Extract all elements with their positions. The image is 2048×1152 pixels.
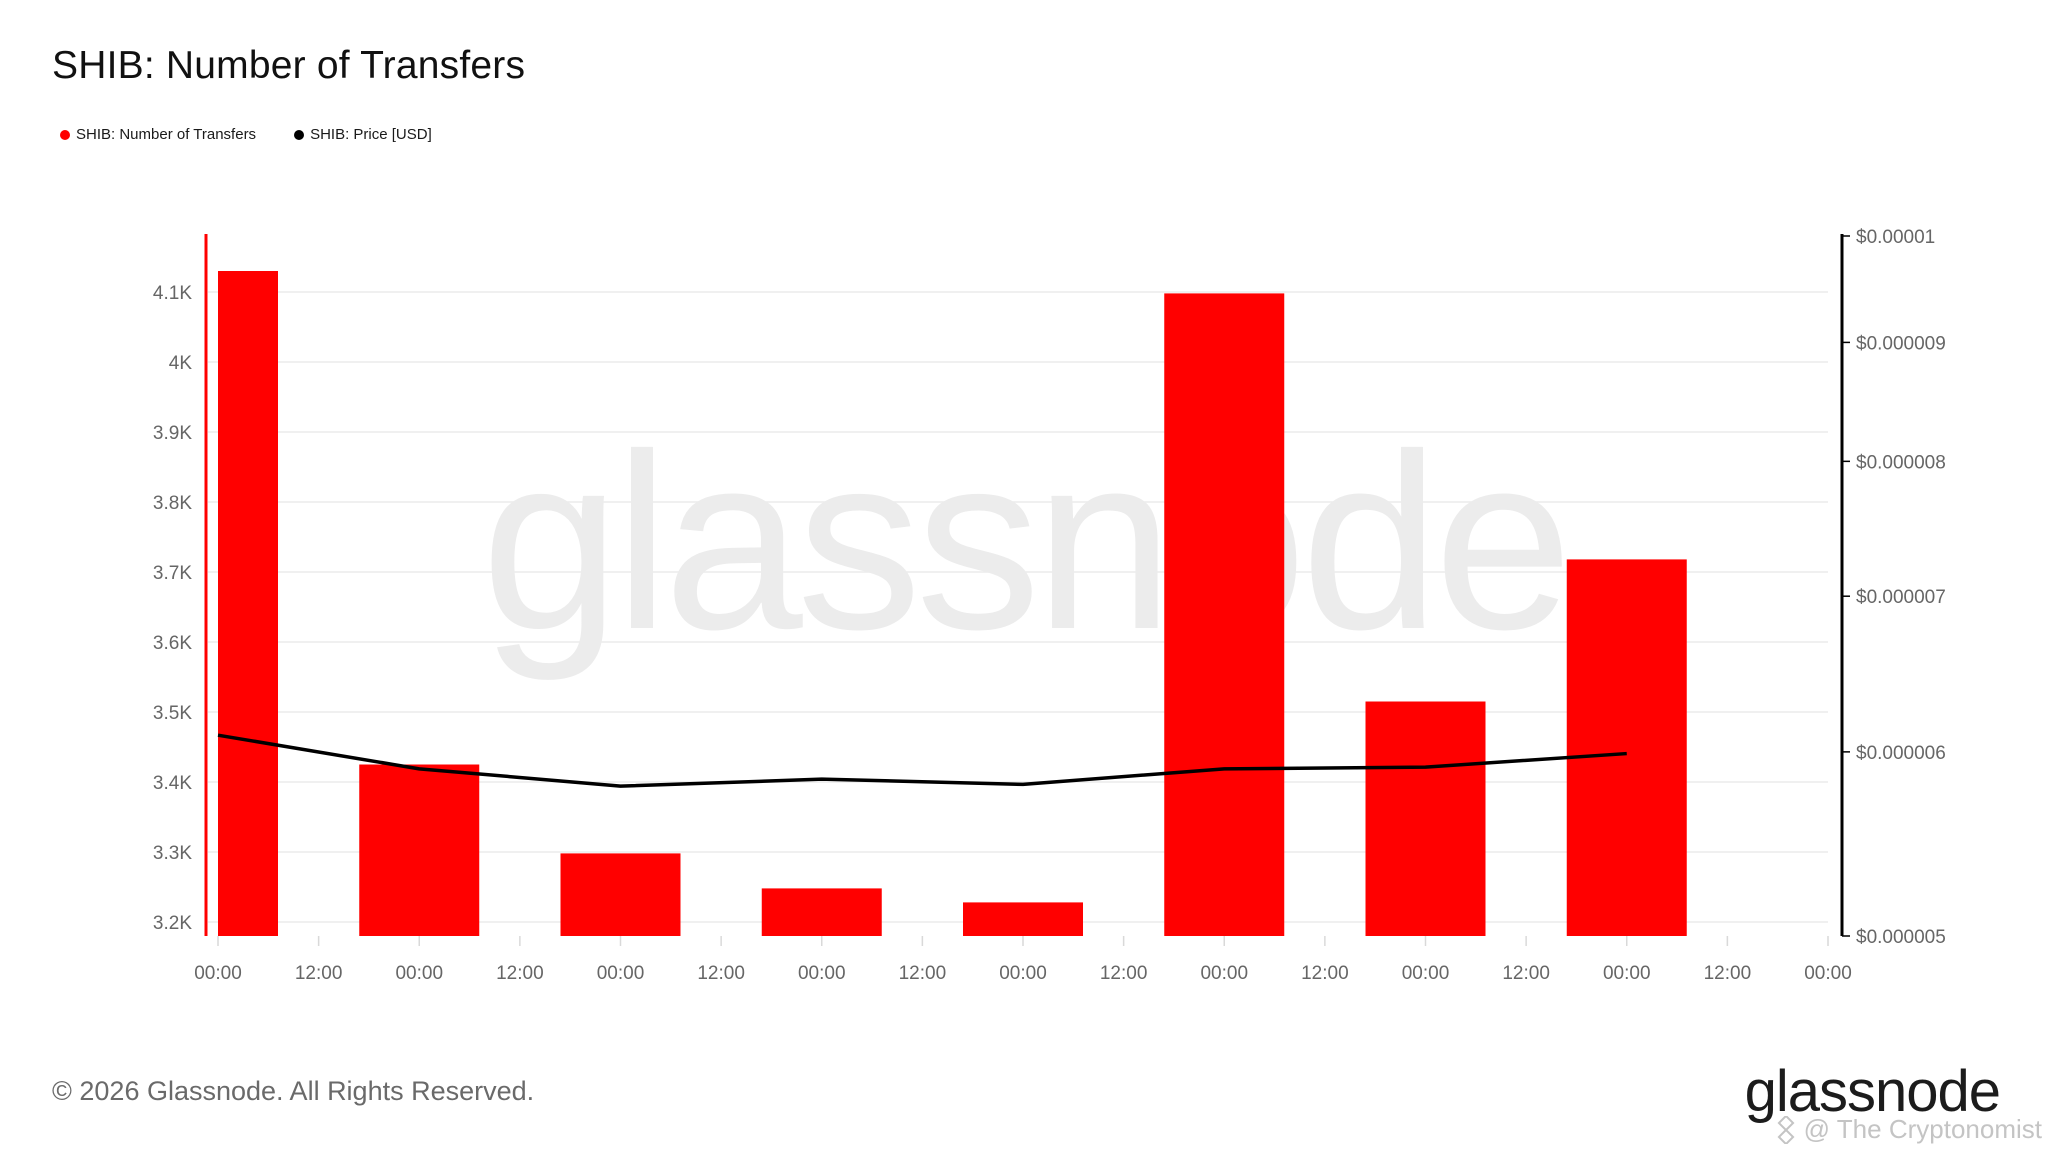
y-left-tick-label: 3.3K [153,843,192,864]
copyright-text: © 2026 Glassnode. All Rights Reserved. [52,1076,535,1106]
gridlines [208,291,1828,923]
y-left-tick-label: 3.9K [153,423,192,444]
binance-logo-icon [1777,1115,1795,1144]
legend-item-price[interactable]: SHIB: Price [USD] [294,126,432,143]
y-left-tick-label: 4.1K [153,283,192,304]
brand-logo: glassnode [1744,1059,2001,1124]
chart-title: SHIB: Number of Transfers [52,44,526,87]
y-left-tick-label: 3.8K [153,493,192,514]
y-right-tick-label: $0.00001 [1856,227,1935,248]
line-series [217,733,1627,788]
y-left-tick-label: 3.2K [153,913,192,934]
bar-transfers [359,764,480,936]
x-tick-label: 00:00 [597,963,645,984]
y-left-tick-label: 3.4K [153,773,192,794]
legend-dot-transfers [60,129,70,140]
bar-transfers [1164,293,1285,936]
bar-series [218,271,1687,936]
credit-text: @ The Cryptonomist [1772,1114,2042,1145]
bar-transfers [218,271,278,936]
x-tick-label: 00:00 [798,963,846,984]
y-left-tick-label: 4K [169,353,193,374]
x-tick-label: 12:00 [1502,963,1550,984]
chart-legend: SHIB: Number of Transfers SHIB: Price [U… [60,126,432,143]
legend-dot-price [294,129,305,140]
y-right-tick-label: $0.000008 [1856,452,1946,473]
bar-transfers [761,888,882,936]
y-right-tick-label: $0.000005 [1856,927,1946,948]
bar-transfers [1365,701,1486,936]
credit-label: @ The Cryptonomist [1803,1114,2042,1144]
bar-transfers [963,902,1083,936]
x-tick-label: 00:00 [1804,963,1852,984]
bar-transfers [1566,559,1687,936]
x-tick-label: 12:00 [899,963,947,984]
y-right-tick-label: $0.000009 [1856,333,1946,354]
x-tick-label: 00:00 [395,963,443,984]
bar-transfers [560,853,681,936]
y-left-tick-label: 3.5K [153,703,192,724]
price-line [217,733,1627,788]
y-right-tick-label: $0.000006 [1856,743,1946,764]
x-tick-label: 12:00 [1100,963,1148,984]
axes: 3.2K 3.3K 3.4K 3.5K 3.6K 3.7K 3.8K 3.9K 4K 4.1K 00… [153,227,1946,984]
y-left-tick-label: 3.6K [153,633,192,654]
x-tick-label: 00:00 [1402,963,1450,984]
x-tick-label: 00:00 [194,963,242,984]
x-tick-label: 00:00 [1200,963,1248,984]
watermark: glassnode [481,402,1567,681]
x-tick-label: 12:00 [697,963,745,984]
x-tick-label: 00:00 [1603,963,1651,984]
legend-label-transfers: SHIB: Number of Transfers [76,126,257,143]
x-tick-label: 12:00 [295,963,343,984]
y-right-tick-label: $0.000007 [1856,587,1946,608]
y-left-tick-label: 3.7K [153,563,192,584]
x-tick-label: 12:00 [1301,963,1349,984]
x-tick-label: 12:00 [1704,963,1752,984]
x-tick-label: 12:00 [496,963,544,984]
legend-item-transfers[interactable]: SHIB: Number of Transfers [60,126,256,143]
x-tick-label: 00:00 [999,963,1047,984]
legend-label-price: SHIB: Price [USD] [310,126,432,143]
